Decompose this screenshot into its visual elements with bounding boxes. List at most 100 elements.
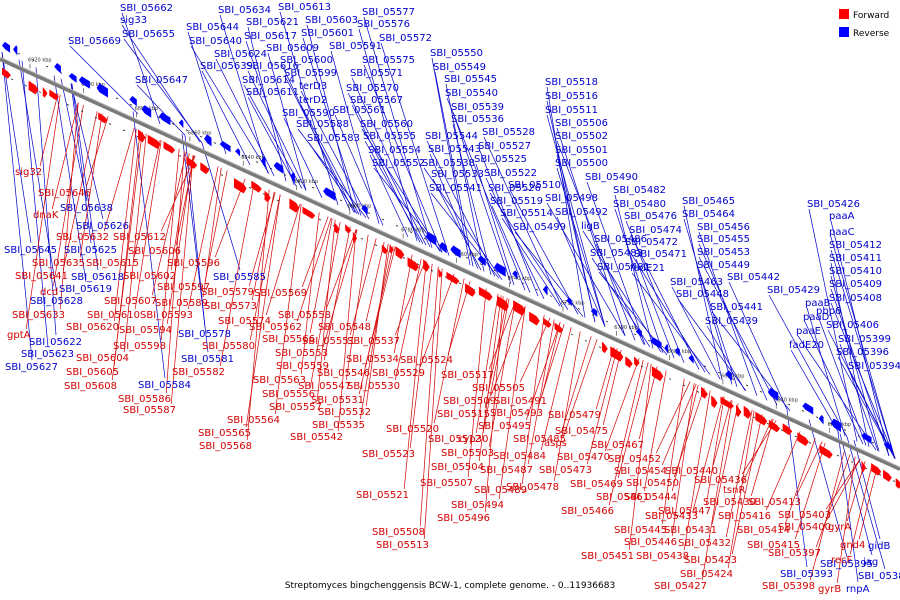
reverse-leader-line [434,71,474,267]
reverse-gene-arrow [158,112,171,126]
reverse-leader-line [475,163,515,286]
reverse-gene-label: SBI_05380 [858,571,900,582]
reverse-gene-label: SBI_05583 [307,133,360,144]
guide-dash [122,129,126,132]
reverse-gene-arrow [425,232,437,246]
forward-leader-line [661,378,685,525]
forward-gene-label: SBI_05569 [254,288,307,299]
forward-leader-line [794,442,826,540]
reverse-gene-label: SBI_05453 [697,247,750,258]
forward-leader-line [560,336,592,434]
reverse-gene-arrow [129,96,137,107]
guide-dash [465,256,469,259]
guide-dash [745,384,749,387]
forward-gene-label: SBI_05551 [302,336,355,347]
guide-dash [283,174,287,176]
forward-gene-label: SBI_05580 [202,341,255,352]
forward-gene-label: SBI_05484 [493,451,546,462]
forward-leader-line [488,301,516,448]
forward-gene-label: SBI_05593 [140,310,193,321]
reverse-gene-label: SBI_05490 [585,172,638,183]
forward-gene-label: SBI_05606 [128,246,181,257]
reverse-leader-line [369,154,409,238]
guide-dash [668,378,672,380]
reverse-leader-line [267,52,307,191]
reverse-leader-line [351,77,431,248]
forward-gene-label: SBI_05587 [123,405,176,416]
forward-leader-line [525,322,561,421]
guide-dash [661,346,665,348]
reverse-leader-line [300,90,370,220]
reverse-leader-line [631,272,711,375]
forward-leader-line [661,384,697,466]
reverse-gene-label: SBI_05525 [474,154,527,165]
forward-leader-line [365,241,385,322]
forward-leader-line [133,139,161,258]
forward-gene-arrow [720,396,734,410]
reverse-gene-label: terD3 [299,81,327,92]
forward-gene-arrow [478,286,493,301]
reverse-gene-arrow [235,148,241,157]
reverse-gene-arrow [96,83,108,98]
forward-leader-line [553,331,581,482]
reverse-leader-line [808,419,848,558]
reverse-gene-label: SBI_05545 [444,74,497,85]
reverse-gene-label: SBI_05519 [490,196,543,207]
forward-gene-label: SBI_05444 [624,492,677,503]
reverse-gene-arrow [13,45,18,56]
forward-leader-line [300,212,320,375]
guide-dash [311,186,315,189]
reverse-leader-line [556,140,636,341]
reverse-gene-label: SBI_05426 [807,199,860,210]
reverse-gene-label: SBI_05455 [697,234,750,245]
guide-dash [766,422,770,425]
forward-leader-line [705,396,725,506]
forward-gene-label: SBI_05467 [591,440,644,451]
reverse-gene-label: SBI_05518 [545,77,598,88]
legend-swatch-forward [839,9,849,19]
reverse-gene-label: SBI_05625 [64,245,117,256]
forward-gene-label: SBI_05507 [420,478,473,489]
reverse-leader-line [21,60,49,348]
forward-gene-label: SBI_05558 [278,310,331,321]
forward-gene-label: SBI_05557 [269,402,322,413]
forward-gene-label: gptA [7,330,31,341]
forward-gene-label: SBI_05503 [441,448,494,459]
guide-dash [808,441,812,444]
guide-dash [787,403,791,406]
forward-gene-label: SBI_05598 [113,341,166,352]
guide-dash [423,237,427,240]
forward-leader-line [403,261,427,490]
reverse-gene-label: SBI_05482 [613,185,666,196]
reverse-leader-line [635,258,675,359]
forward-gene-label: SBI_05564 [227,415,280,426]
reverse-gene-label: SBI_05645 [4,245,57,256]
forward-leader-line [608,359,644,506]
tick-label: 6920 kbp [28,58,52,64]
forward-leader-line [478,295,502,462]
reverse-gene-label: SBI_05655 [122,29,175,40]
guide-dash [619,327,623,329]
reverse-gene-label: ligB [581,221,600,232]
reverse-gene-label: SBI_05536 [451,114,504,125]
reverse-leader-line [491,205,531,293]
forward-gene-arrow [334,222,340,234]
forward-gene-label: SBI_05579 [201,287,254,298]
reverse-gene-label: SBI_05406 [826,320,879,331]
guide-dash [10,78,14,81]
forward-gene-label: SBI_05415 [747,540,800,551]
reverse-leader-line [243,84,303,189]
forward-leader-line [309,221,341,389]
guide-dash [409,231,413,234]
reverse-gene-label: paaD [803,312,830,323]
reverse-gene-label: SBI_05499 [513,222,566,233]
forward-gene-arrow [651,366,664,382]
guide-dash [353,205,357,208]
forward-leader-line [586,348,618,465]
forward-gene-arrow [438,268,443,278]
forward-gene-label: SBI_05512 [428,434,481,445]
reverse-gene-label: SBI_05471 [634,249,687,260]
forward-leader-line [365,243,389,407]
forward-gene-label: SBI_05546 [317,368,370,379]
reverse-leader-line [184,135,206,328]
